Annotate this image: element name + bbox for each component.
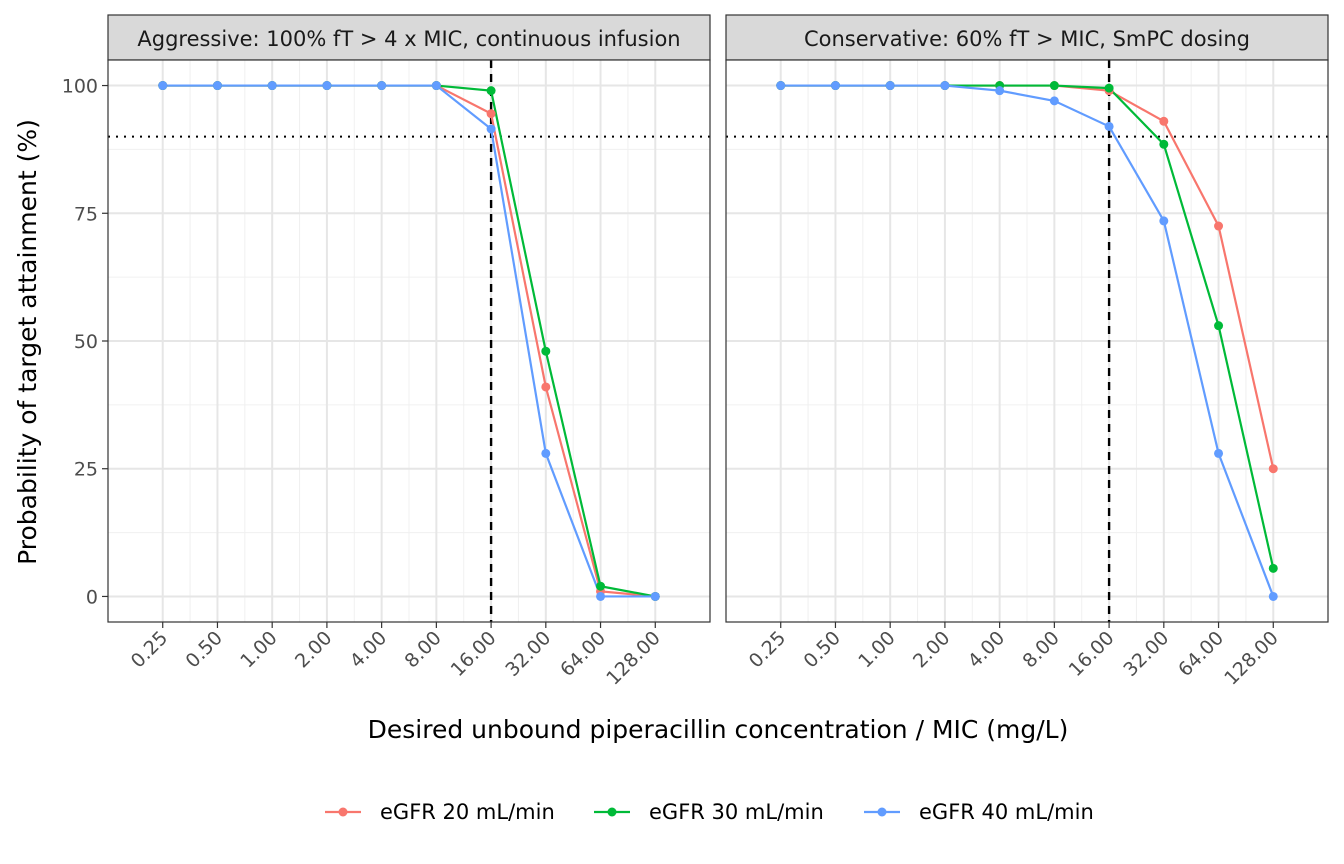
legend-item: eGFR 40 mL/min [864, 800, 1094, 824]
legend-label: eGFR 40 mL/min [919, 800, 1094, 824]
data-point [486, 109, 496, 119]
x-tick-label: 8.00 [1018, 627, 1063, 672]
data-point [1159, 216, 1169, 226]
x-tick-label: 0.25 [745, 627, 790, 672]
x-tick-label: 1.00 [854, 627, 899, 672]
x-tick-label: 32.00 [1119, 627, 1173, 681]
legend-key-point [338, 807, 348, 817]
data-point [1214, 221, 1224, 231]
x-tick-label: 16.00 [1065, 627, 1119, 681]
data-point [1049, 81, 1059, 91]
x-tick-label: 4.00 [346, 627, 391, 672]
panel-title: Conservative: 60% fT > MIC, SmPC dosing [804, 27, 1250, 51]
y-tick-label: 25 [74, 459, 98, 481]
legend-key-point [607, 807, 617, 817]
data-point [541, 448, 551, 458]
data-point [1268, 591, 1278, 601]
data-point [1268, 464, 1278, 474]
data-point [322, 81, 332, 91]
x-tick-label: 2.00 [291, 627, 336, 672]
legend-item: eGFR 30 mL/min [594, 800, 824, 824]
data-point [596, 591, 606, 601]
x-axis-title: Desired unbound piperacillin concentrati… [368, 715, 1069, 744]
legend-label: eGFR 30 mL/min [649, 800, 824, 824]
x-tick-label: 0.25 [127, 627, 172, 672]
x-tick-label: 128.00 [1220, 627, 1283, 690]
data-point [486, 86, 496, 96]
data-point [596, 581, 606, 591]
data-point [212, 81, 222, 91]
data-point [776, 81, 786, 91]
data-point [1104, 121, 1114, 131]
data-point [1159, 116, 1169, 126]
x-tick-label: 8.00 [400, 627, 445, 672]
x-tick-label: 2.00 [909, 627, 954, 672]
panel-1: Aggressive: 100% fT > 4 x MIC, continuou… [62, 14, 711, 690]
y-tick-label: 100 [62, 76, 98, 98]
data-point [377, 81, 387, 91]
data-point [1268, 563, 1278, 573]
data-point [541, 346, 551, 356]
data-point [940, 81, 950, 91]
y-axis-title: Probability of target attainment (%) [13, 119, 42, 565]
data-point [1214, 448, 1224, 458]
y-tick-label: 0 [86, 586, 98, 608]
data-point [158, 81, 168, 91]
data-point [830, 81, 840, 91]
data-point [1214, 321, 1224, 331]
x-tick-label: 32.00 [501, 627, 555, 681]
data-point [995, 86, 1005, 96]
x-tick-label: 0.50 [800, 627, 845, 672]
series-line [780, 84, 1275, 597]
x-tick-label: 4.00 [964, 627, 1009, 672]
panel-border [725, 59, 1329, 623]
panels: Aggressive: 100% fT > 4 x MIC, continuou… [62, 14, 1329, 690]
y-tick-label: 50 [74, 331, 98, 353]
panel-strip [107, 14, 711, 61]
x-tick-label: 16.00 [447, 627, 501, 681]
legend-item: eGFR 20 mL/min [325, 800, 555, 824]
legend-label: eGFR 20 mL/min [380, 800, 555, 824]
x-tick-label: 1.00 [236, 627, 281, 672]
data-point [541, 382, 551, 392]
panel-2: Conservative: 60% fT > MIC, SmPC dosing 0… [725, 14, 1329, 690]
data-point [1159, 139, 1169, 149]
data-point [650, 591, 660, 601]
y-tick-label: 75 [74, 203, 98, 225]
series-line [162, 84, 656, 598]
legend: eGFR 20 mL/min eGFR 30 mL/min eGFR 40 mL/m… [325, 800, 1094, 824]
data-point [1104, 83, 1114, 93]
data-point [431, 81, 441, 91]
data-point [267, 81, 277, 91]
data-point [885, 81, 895, 91]
data-point [1049, 96, 1059, 106]
x-tick-label: 128.00 [602, 627, 665, 690]
legend-key-point [877, 807, 887, 817]
x-tick-label: 0.50 [182, 627, 227, 672]
data-point [486, 124, 496, 134]
panel-title: Aggressive: 100% fT > 4 x MIC, continuou… [137, 27, 680, 51]
